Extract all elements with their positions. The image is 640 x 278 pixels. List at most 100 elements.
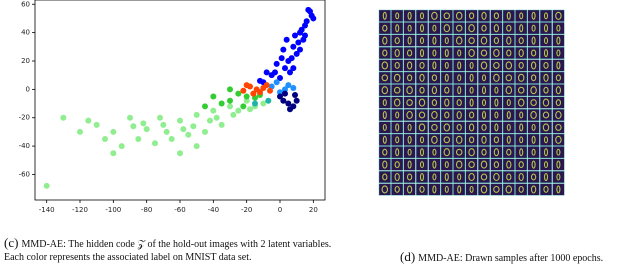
sample-cell — [428, 133, 441, 146]
sample-stroke — [393, 98, 401, 107]
sample-cell — [453, 34, 466, 47]
point — [273, 79, 280, 86]
sample-stroke — [406, 173, 413, 181]
sample-stroke — [493, 161, 500, 169]
sample-cell — [378, 34, 391, 47]
sample-stroke — [543, 73, 549, 82]
sample-stroke — [505, 61, 513, 70]
sample-cell — [552, 34, 565, 47]
sample-stroke — [468, 48, 475, 58]
sample-stroke — [518, 172, 524, 182]
sample-stroke — [457, 185, 462, 194]
sample-stroke — [457, 173, 462, 181]
sample-stroke — [419, 136, 425, 144]
sample-stroke — [419, 61, 425, 69]
sample-cell — [378, 121, 391, 134]
x-tick-label: -120 — [72, 206, 88, 214]
sample-cell — [378, 47, 391, 60]
sample-cell — [403, 9, 416, 22]
sample-stroke — [419, 73, 425, 82]
sample-stroke — [457, 61, 462, 70]
sample-stroke — [481, 99, 487, 107]
sample-stroke — [494, 111, 499, 119]
sample-stroke — [455, 11, 463, 20]
sample-stroke — [469, 185, 474, 193]
sample-cell — [539, 146, 552, 159]
sample-cell — [416, 146, 429, 159]
sample-stroke — [543, 136, 549, 144]
sample-cell — [416, 133, 429, 146]
y-tick-label: -20 — [19, 114, 30, 122]
sample-cell — [391, 146, 404, 159]
sample-cell — [391, 34, 404, 47]
sample-cell — [403, 84, 416, 97]
point — [272, 69, 278, 76]
sample-stroke — [555, 123, 562, 131]
sample-cell — [465, 9, 478, 22]
y-tick-label: 20 — [21, 57, 30, 65]
sample-stroke — [431, 110, 438, 120]
point — [77, 128, 83, 135]
point — [280, 97, 287, 104]
sample-cell — [453, 47, 466, 60]
sample-stroke — [455, 24, 463, 32]
sample-stroke — [382, 110, 387, 120]
sample-cell — [440, 71, 453, 84]
sample-cell — [403, 158, 416, 171]
sample-stroke — [518, 48, 524, 58]
sample-cell — [502, 183, 515, 196]
point — [210, 107, 217, 114]
sample-cell — [515, 133, 528, 146]
sample-stroke — [468, 123, 475, 132]
sample-stroke — [493, 185, 500, 193]
point — [285, 82, 292, 89]
sample-cell — [416, 22, 429, 35]
sample-stroke — [395, 123, 400, 132]
sample-stroke — [382, 36, 388, 45]
sample-stroke — [407, 36, 412, 45]
sample-stroke — [443, 123, 451, 132]
sample-stroke — [393, 73, 401, 82]
sample-cell — [552, 47, 565, 60]
sample-cell — [465, 84, 478, 97]
sample-stroke — [530, 74, 537, 82]
sample-cell — [502, 34, 515, 47]
sample-stroke — [531, 24, 536, 32]
sample-cell — [378, 133, 391, 146]
sample-cell — [403, 133, 416, 146]
sample-cell — [465, 108, 478, 121]
sample-cell — [453, 22, 466, 35]
sample-stroke — [519, 12, 524, 20]
sample-stroke — [519, 24, 524, 33]
x-tick-label: -40 — [208, 206, 219, 214]
sample-stroke — [493, 136, 500, 144]
sample-stroke — [468, 37, 475, 45]
sample-cell — [539, 22, 552, 35]
sample-stroke — [469, 61, 474, 69]
sample-stroke — [457, 74, 462, 82]
x-tick-label: -100 — [105, 206, 121, 214]
sample-cell — [440, 183, 453, 196]
sample-stroke — [543, 24, 549, 33]
point — [293, 97, 300, 104]
sample-cell — [527, 133, 540, 146]
sample-cell — [527, 9, 540, 22]
sample-cell — [552, 146, 565, 159]
sample-stroke — [519, 148, 524, 157]
sample-cell — [440, 170, 453, 183]
sample-cell — [477, 22, 490, 35]
sample-cell — [490, 170, 503, 183]
sample-cell — [477, 146, 490, 159]
sample-stroke — [431, 74, 438, 82]
sample-cell — [490, 34, 503, 47]
sample-cell — [539, 108, 552, 121]
sample-stroke — [394, 172, 400, 182]
sample-cell — [552, 121, 565, 134]
sample-stroke — [556, 61, 561, 70]
point — [247, 106, 253, 113]
sample-cell — [391, 9, 404, 22]
point — [260, 100, 267, 107]
sample-stroke — [407, 123, 412, 131]
sample-cell — [502, 170, 515, 183]
sample-cell — [428, 158, 441, 171]
